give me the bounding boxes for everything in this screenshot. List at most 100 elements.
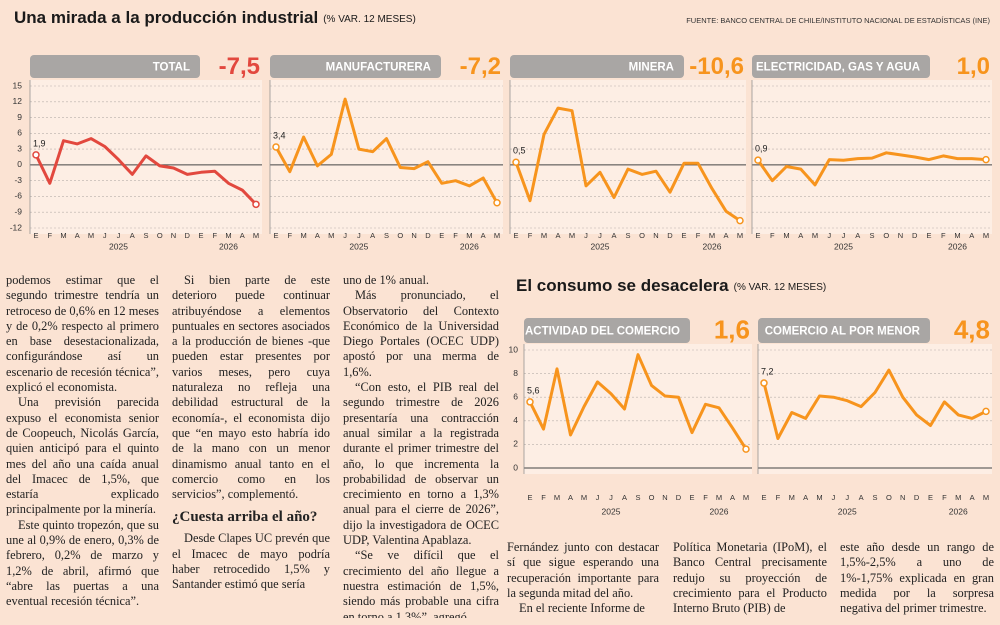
- x-tick-label: F: [528, 231, 533, 240]
- end-point: [982, 155, 990, 164]
- subtitle-text: (% VAR. 12 MESES): [734, 282, 827, 293]
- x-tick-label: E: [439, 231, 444, 240]
- x-tick-label: M: [466, 231, 472, 240]
- x-tick-label: N: [653, 231, 658, 240]
- panel-background: [270, 80, 503, 234]
- data-line: [514, 106, 741, 222]
- x-tick-label: O: [883, 231, 889, 240]
- start-label: 3,4: [273, 130, 286, 140]
- x-tick-label: J: [584, 231, 588, 240]
- panel-name: MANUFACTURERA: [326, 62, 431, 74]
- y-tick-label: -3: [14, 175, 22, 185]
- panel-name: ACTIVIDAD DEL COMERCIO: [525, 326, 680, 338]
- x-tick-label: A: [370, 231, 375, 240]
- x-tick-label: A: [315, 231, 320, 240]
- panel-header: [752, 55, 930, 78]
- y-tick-label: -12: [10, 222, 23, 232]
- panel-value: -7,5: [219, 53, 260, 80]
- chart-title: El consumo se desacelera (% VAR. 12 MESES…: [516, 276, 826, 295]
- year-label: 2026: [710, 506, 729, 516]
- x-tick-label: A: [240, 231, 245, 240]
- x-tick-label: M: [301, 231, 307, 240]
- panel-background: [758, 344, 992, 474]
- x-tick-label: S: [869, 231, 874, 240]
- x-tick-label: F: [541, 493, 546, 502]
- paragraph: Una previsión parecida expuso el economi…: [6, 395, 159, 517]
- x-tick-label: A: [970, 493, 975, 502]
- x-tick-label: M: [494, 231, 500, 240]
- x-tick-label: A: [568, 493, 573, 502]
- paragraph: Si bien parte de este deterioro puede co…: [172, 273, 330, 502]
- data-line: [762, 368, 987, 440]
- x-tick-label: S: [635, 493, 640, 502]
- x-tick-label: N: [662, 493, 667, 502]
- x-tick-label: M: [737, 231, 743, 240]
- x-tick-label: D: [914, 493, 920, 502]
- x-tick-label: J: [103, 231, 107, 240]
- x-tick-label: F: [453, 231, 458, 240]
- y-tick-label: 0: [513, 462, 518, 472]
- x-tick-label: D: [185, 231, 191, 240]
- x-tick-label: M: [983, 493, 989, 502]
- x-tick-label: M: [554, 493, 560, 502]
- panel-name: ELECTRICIDAD, GAS Y AGUA: [756, 62, 920, 74]
- x-tick-label: M: [955, 493, 961, 502]
- x-tick-label: M: [709, 231, 715, 240]
- year-label: 2026: [219, 241, 238, 251]
- x-tick-label: J: [845, 493, 849, 502]
- x-tick-label: F: [47, 231, 52, 240]
- end-point: [252, 200, 260, 209]
- x-tick-label: F: [942, 493, 947, 502]
- x-tick-label: F: [703, 493, 708, 502]
- y-tick-label: 0: [17, 159, 22, 169]
- x-tick-label: A: [622, 493, 627, 502]
- panel-value: -7,2: [460, 53, 501, 80]
- paragraph: “Con esto, el PIB real del segundo trime…: [343, 380, 499, 548]
- x-tick-label: D: [676, 493, 682, 502]
- x-tick-label: N: [171, 231, 176, 240]
- y-tick-label: 9: [17, 112, 22, 122]
- data-line: [274, 97, 499, 204]
- x-tick-label: J: [598, 231, 602, 240]
- x-tick-label: N: [898, 231, 903, 240]
- paragraph: Este quinto tropezón, que su une al 0,9%…: [6, 517, 159, 609]
- panel-background: [524, 344, 752, 474]
- paragraph: Más pronunciado, el Observatorio del Con…: [343, 288, 499, 379]
- x-tick-label: F: [696, 231, 701, 240]
- x-tick-label: E: [513, 231, 518, 240]
- x-tick-label: O: [157, 231, 163, 240]
- end-point: [736, 216, 744, 225]
- y-tick-label: 2: [513, 439, 518, 449]
- year-label: 2026: [703, 241, 722, 251]
- title-text: El consumo se desacelera: [516, 276, 729, 295]
- x-tick-label: F: [776, 493, 781, 502]
- chart-title: Una mirada a la producción industrial (% …: [14, 8, 416, 27]
- x-tick-label: A: [798, 231, 803, 240]
- year-label: 2025: [349, 241, 368, 251]
- x-tick-label: F: [770, 231, 775, 240]
- start-label: 7,2: [761, 366, 774, 376]
- x-tick-label: E: [926, 231, 931, 240]
- end-point: [32, 151, 40, 159]
- x-tick-label: M: [954, 231, 960, 240]
- start-label: 0,9: [755, 144, 768, 154]
- x-tick-label: E: [527, 493, 532, 502]
- x-tick-label: A: [969, 231, 974, 240]
- article-column: Si bien parte de este deterioro puede co…: [172, 273, 330, 618]
- panel-value: -10,6: [689, 53, 744, 80]
- year-label: 2026: [949, 506, 968, 516]
- x-tick-label: J: [343, 231, 347, 240]
- x-tick-label: M: [816, 493, 822, 502]
- panel-header: [758, 318, 930, 343]
- x-tick-label: E: [273, 231, 278, 240]
- x-tick-label: O: [649, 493, 655, 502]
- panel-value: 1,0: [957, 53, 990, 80]
- x-tick-label: E: [198, 231, 203, 240]
- end-point: [754, 156, 762, 164]
- x-tick-label: S: [143, 231, 148, 240]
- title-text: Una mirada a la producción industrial: [14, 8, 318, 27]
- paragraph: “Se ve difícil que el crecimiento del añ…: [343, 548, 499, 618]
- x-tick-label: E: [33, 231, 38, 240]
- x-tick-label: M: [253, 231, 259, 240]
